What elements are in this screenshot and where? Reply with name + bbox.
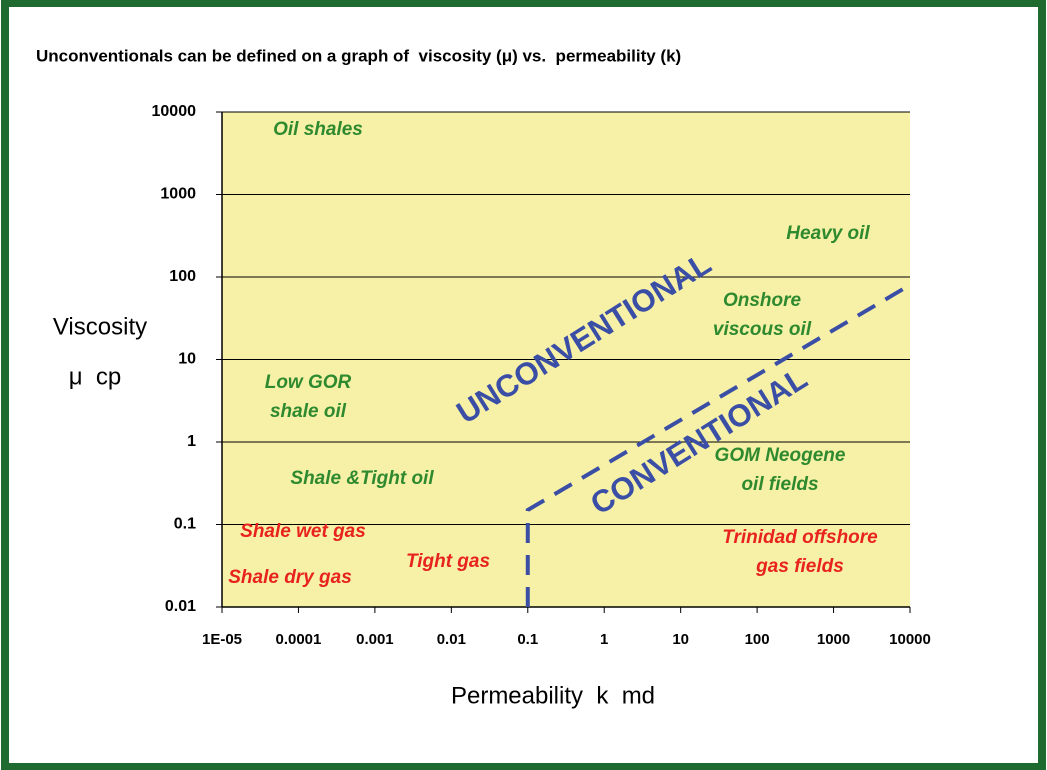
annotation: Tight gas: [406, 551, 490, 572]
annotation: GOM Neogene: [715, 445, 846, 466]
x-tick-label: 0.01: [437, 631, 466, 648]
x-tick-label: 1000: [817, 631, 850, 648]
annotation: viscous oil: [713, 319, 812, 340]
x-tick-label: 10: [672, 631, 689, 648]
annotation: oil fields: [741, 474, 818, 495]
annotation: Low GOR: [265, 372, 352, 393]
y-tick-label: 10000: [152, 103, 197, 120]
y-tick-label: 1000: [160, 186, 196, 203]
y-axis-label: Viscosity: [53, 313, 147, 340]
annotation: Oil shales: [273, 119, 363, 140]
annotation: shale oil: [270, 401, 347, 422]
y-tick-label: 0.1: [174, 516, 196, 533]
x-tick-label: 0.0001: [275, 631, 321, 648]
x-tick-label: 1E-05: [202, 631, 242, 648]
y-tick-label: 0.01: [165, 598, 196, 615]
annotation: Shale wet gas: [240, 521, 366, 542]
x-tick-label: 1: [600, 631, 608, 648]
annotation: Shale dry gas: [228, 567, 352, 588]
y-tick-label: 10: [178, 351, 196, 368]
annotation: Trinidad offshore: [722, 527, 878, 548]
annotation: Heavy oil: [786, 223, 870, 244]
x-axis-label: Permeability k md: [451, 682, 655, 709]
x-tick-label: 0.001: [356, 631, 394, 648]
x-tick-label: 10000: [889, 631, 931, 648]
boundary-line: [525, 283, 912, 607]
y-axis-label: μ cp: [69, 363, 122, 390]
annotation: Shale &Tight oil: [290, 468, 434, 489]
annotation: Onshore: [723, 290, 802, 311]
y-tick-label: 1: [187, 433, 196, 450]
chart-title: Unconventionals can be defined on a grap…: [36, 46, 681, 65]
x-tick-label: 0.1: [517, 631, 538, 648]
x-tick-label: 100: [745, 631, 770, 648]
annotation: gas fields: [755, 556, 844, 577]
y-tick-label: 100: [169, 268, 196, 285]
